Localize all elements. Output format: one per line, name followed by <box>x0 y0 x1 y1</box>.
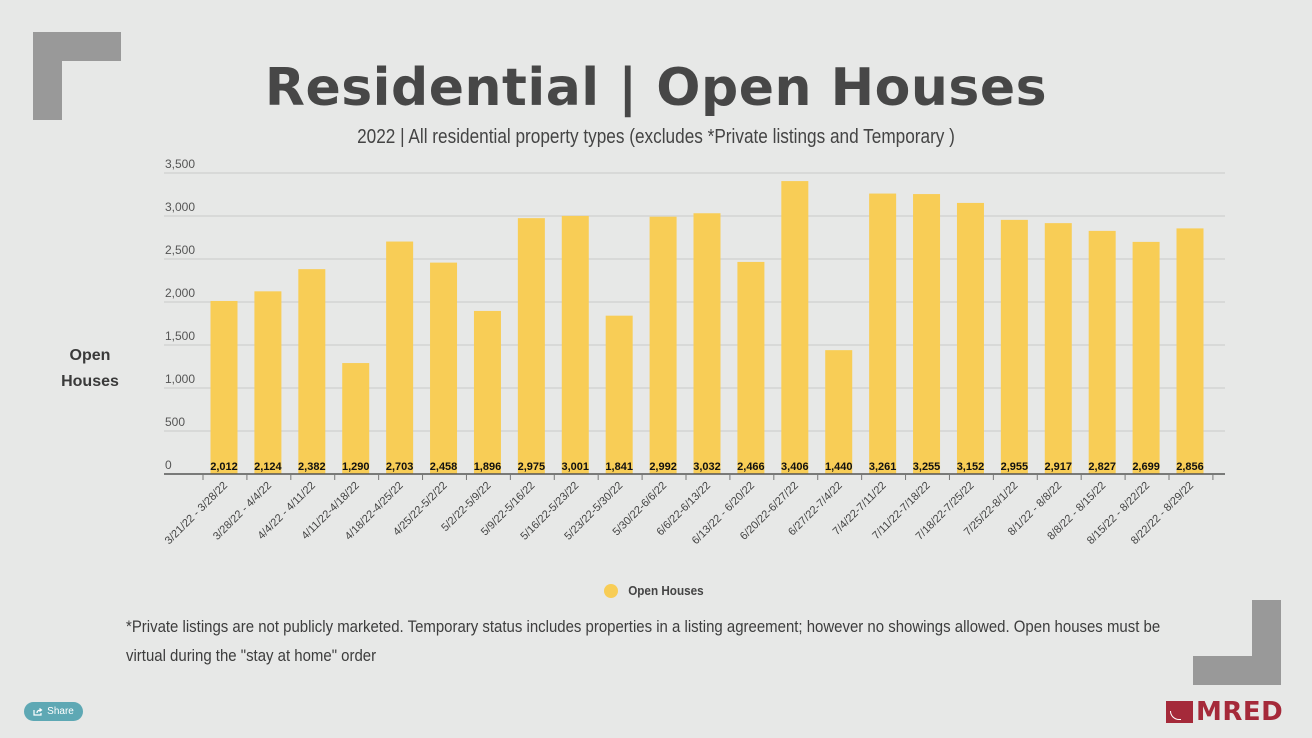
data-label: 2,458 <box>430 461 458 473</box>
bar <box>1044 223 1072 474</box>
bar <box>473 310 501 474</box>
data-label: 3,152 <box>957 461 985 473</box>
x-axis: 3/21/22 - 3/28/223/28/22 - 4/4/224/4/22 … <box>163 473 1225 547</box>
y-tick-label: 1,000 <box>165 372 195 386</box>
data-label: 2,975 <box>518 461 546 473</box>
data-label: 2,124 <box>254 461 282 473</box>
bar <box>605 315 633 474</box>
bar <box>210 300 238 474</box>
bar <box>956 202 984 475</box>
data-label: 2,382 <box>298 461 326 473</box>
y-tick-label: 2,500 <box>165 243 195 257</box>
y-tick-label: 2,000 <box>165 286 195 300</box>
data-label: 1,440 <box>825 461 853 473</box>
bar <box>1000 219 1028 474</box>
bar <box>913 194 941 474</box>
bar <box>430 262 458 474</box>
bar <box>342 363 370 474</box>
data-label: 2,955 <box>1001 461 1029 473</box>
bars: 2,012 2,124 2,382 1,290 2,703 2,458 1,896 2,975… <box>210 181 1204 475</box>
data-label: 2,856 <box>1176 461 1204 473</box>
bar <box>737 261 765 474</box>
data-label: 1,841 <box>605 461 633 473</box>
corner-decoration-bottom-right-v <box>1252 600 1281 685</box>
data-label: 1,290 <box>342 461 370 473</box>
bar <box>693 213 721 475</box>
share-label: Share <box>47 706 74 717</box>
bar <box>1132 241 1160 474</box>
data-label: 2,466 <box>737 461 765 473</box>
y-tick-label: 3,500 <box>165 157 195 171</box>
y-tick-label: 0 <box>165 458 172 472</box>
bar <box>825 350 853 474</box>
data-label: 2,917 <box>1045 461 1073 473</box>
bar <box>561 215 589 474</box>
corner-decoration-top-left-v <box>33 32 62 120</box>
data-label: 3,261 <box>869 461 897 473</box>
bar <box>254 291 282 474</box>
data-label: 2,827 <box>1088 461 1116 473</box>
data-label: 3,255 <box>913 461 941 473</box>
y-axis-label: Open Houses <box>61 347 119 390</box>
bar <box>1088 230 1116 474</box>
bar <box>386 241 414 474</box>
data-label: 2,703 <box>386 461 414 473</box>
data-label: 2,012 <box>210 461 238 473</box>
bar <box>649 216 677 475</box>
bar <box>781 181 809 475</box>
legend: Open Houses <box>0 582 1312 598</box>
bar <box>869 193 897 474</box>
data-label: 3,001 <box>562 461 590 473</box>
bar <box>298 269 326 474</box>
data-label: 3,406 <box>781 461 809 473</box>
y-tick-label: 1,500 <box>165 329 195 343</box>
data-label: 2,699 <box>1132 461 1160 473</box>
y-tick-label: 3,000 <box>165 200 195 214</box>
y-tick-label: 500 <box>165 415 185 429</box>
data-label: 2,992 <box>649 461 677 473</box>
page-subtitle: 2022 | All residential property types (e… <box>357 126 955 148</box>
data-label: 1,896 <box>474 461 502 473</box>
bar <box>1176 228 1204 474</box>
bar <box>517 218 545 474</box>
mred-logo: MRED <box>1166 699 1283 725</box>
share-icon <box>33 708 43 716</box>
share-button[interactable]: Share <box>24 702 83 721</box>
legend-swatch <box>604 583 619 598</box>
logo-text: MRED <box>1196 697 1284 727</box>
data-label: 3,032 <box>693 461 721 473</box>
logo-mark-icon <box>1166 701 1193 723</box>
page-title: Residential | Open Houses <box>264 58 1048 118</box>
bar-chart: 0 500 1,000 1,500 2,000 2,500 3,000 3,500 2,012… <box>163 157 1225 547</box>
footnote: *Private listings are not publicly marke… <box>126 617 1161 665</box>
legend-label: Open Houses <box>628 583 704 599</box>
